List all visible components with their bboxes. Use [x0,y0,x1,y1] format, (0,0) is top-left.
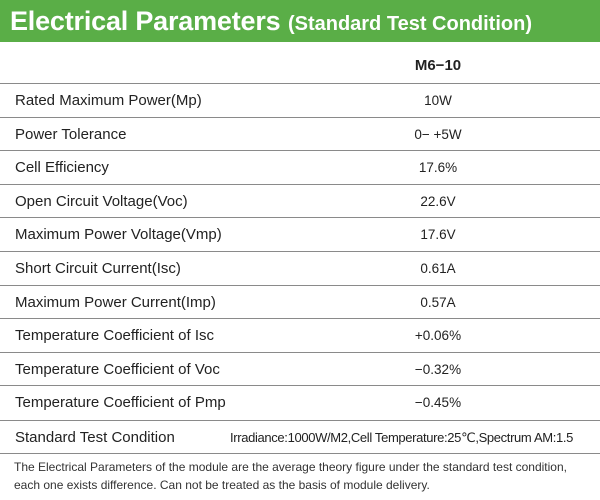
parameters-table: Rated Maximum Power(Mp) 10W Power Tolera… [0,83,600,419]
standard-test-condition-row: Standard Test Condition Irradiance:1000W… [0,420,600,454]
table-row: Cell Efficiency 17.6% [0,150,600,184]
table-row: Rated Maximum Power(Mp) 10W [0,83,600,117]
parameter-label: Rated Maximum Power(Mp) [15,92,202,109]
parameter-value: 0− +5W [414,126,462,142]
table-row: Temperature Coefficient of Isc +0.06% [0,318,600,352]
parameter-label: Open Circuit Voltage(Voc) [15,192,188,210]
parameter-label: Maximum Power Voltage(Vmp) [15,226,222,244]
stc-value: Irradiance:1000W/M2,Cell Temperature:25℃… [230,430,574,445]
parameter-value: 22.6V [420,193,456,209]
table-row: Maximum Power Voltage(Vmp) 17.6V [0,217,600,251]
table-row: Power Tolerance 0− +5W [0,116,600,151]
parameter-value: 0.57A [420,294,456,310]
parameter-value: 17.6% [418,160,458,176]
parameter-label: Short Circuit Current(Isc) [15,259,181,277]
banner-subtitle: (Standard Test Condition) [287,13,532,35]
parameter-value: −0.45% [414,395,462,411]
parameter-value: 0.61A [420,260,456,276]
parameter-value: 10W [424,93,452,108]
parameter-label: Temperature Coefficient of Pmp [15,394,226,412]
stc-label: Standard Test Condition [15,429,175,446]
model-name: M6−10 [414,57,462,74]
parameter-label: Power Tolerance [15,125,127,143]
footnote-line: The Electrical Parameters of the module … [14,460,567,474]
table-row: Short Circuit Current(Isc) 0.61A [0,250,600,285]
parameter-label: Temperature Coefficient of Isc [15,327,214,345]
parameter-value: +0.06% [414,328,462,344]
parameter-value: −0.32% [414,361,462,377]
footnote: The Electrical Parameters of the module … [14,458,594,494]
table-row: Maximum Power Current(Imp) 0.57A [0,284,600,319]
section-banner: Electrical Parameters (Standard Test Con… [0,0,600,42]
parameter-label: Maximum Power Current(Imp) [15,293,216,311]
table-row: Open Circuit Voltage(Voc) 22.6V [0,183,600,218]
banner-title: Electrical Parameters [10,6,281,36]
footnote-line: each one exists difference. Can not be t… [14,478,430,492]
model-header-row: M6−10 [0,57,600,83]
table-row: Temperature Coefficient of Voc −0.32% [0,351,600,386]
parameter-label: Cell Efficiency [15,159,109,177]
parameter-label: Temperature Coefficient of Voc [15,360,220,378]
parameter-value: 17.6V [420,227,456,243]
table-row: Temperature Coefficient of Pmp −0.45% [0,385,600,419]
